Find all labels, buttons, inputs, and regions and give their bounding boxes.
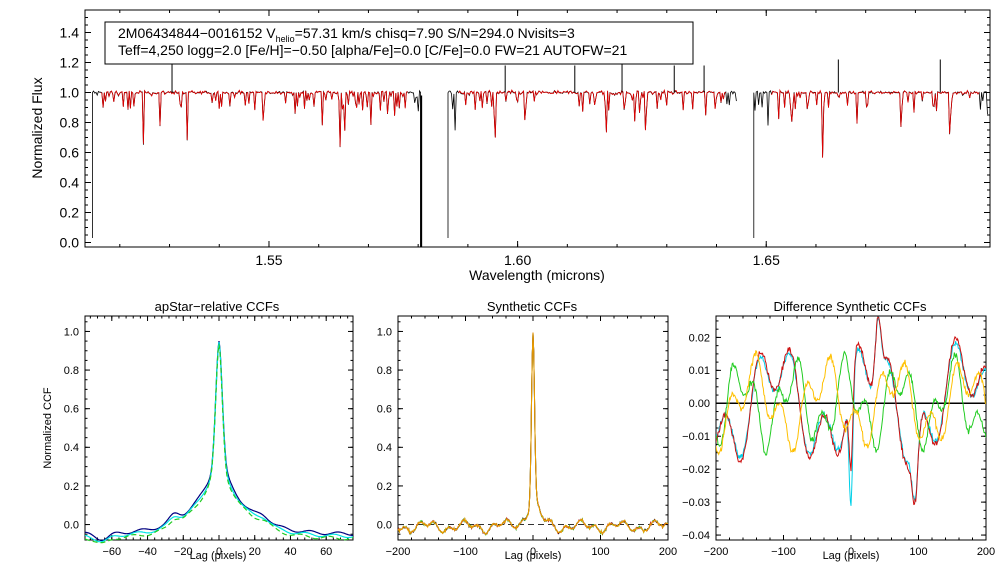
synthetic-ccf-ytick-label: 1.0 [377,326,392,338]
difference-ccf-series [716,316,986,506]
apstar-ccf-xtick-label: 40 [284,546,296,558]
apstar-ccf-title: apStar−relative CCFs [155,299,280,314]
spectrum-series [92,37,988,247]
spectrum-xlabel: Wavelength (microns) [469,267,605,283]
apstar-ccf-xtick-label: 20 [249,546,261,558]
synthetic-ccf-line-visit-3 [397,332,669,536]
synthetic-ccf-xtick-label: 0 [530,546,536,558]
spectrum-info-line2: Teff=4,250 logg=2.0 [Fe/H]=−0.50 [alpha/… [118,42,627,58]
synthetic-ccf-ytick-label: 0.4 [377,442,392,454]
difference-ccf-line-diff-cyan [716,316,986,506]
spectrum-observed-line [447,89,737,238]
spectrum-ytick-label: 0.2 [60,204,80,220]
spectrum-ytick-label: 0.0 [60,234,80,250]
apstar-ccf-line-visit-3 [84,344,354,544]
difference-ccf-ytick-label: 0.00 [689,398,710,410]
spectrum-lines [92,37,988,247]
spectrum-model-line [100,89,408,147]
apstar-ccf-xlabel: Lag (pixels) [190,550,247,562]
spectrum-ytick-label: 1.4 [60,24,80,40]
spectrum-ytick-label: 1.0 [60,84,80,100]
difference-ccf-lines [716,316,986,506]
spectrum-plot-frame [84,9,991,248]
difference-ccf-ytick-label: 0.01 [689,365,710,377]
synthetic-ccf-panel: Synthetic CCFs −200 −100 0 100 200 0.0 0.2 0.4 0… [377,299,677,562]
synthetic-ccf-line-visit-2 [397,333,668,536]
synthetic-ccf-xlabel: Lag (pixels) [505,550,562,562]
spectrum-observed-line [753,90,988,238]
apstar-ccf-ytick-label: 0.4 [64,442,79,454]
apstar-ccf-xtick-label: −20 [174,546,193,558]
spectrum-xtick-label: 1.55 [255,252,282,268]
synthetic-ccf-line-visit-1 [397,332,669,536]
synthetic-ccf-xtick-label: −100 [453,546,478,558]
apstar-ccf-axis-ticks: −60 −40 −20 0 20 40 60 0.0 0.2 0.4 0.6 0.8 1.0 [64,316,353,558]
difference-ccf-axis-ticks: −200 −100 0 100 200 −0.04 −0.03 −0.02 −0.01 0.00 0… [682,316,995,558]
apstar-ccf-ylabel: Normalized CCF [42,387,54,469]
synthetic-ccf-ytick-label: 0.6 [377,404,392,416]
apstar-ccf-xtick-label: 0 [216,546,222,558]
apstar-ccf-xtick-label: 60 [320,546,332,558]
synthetic-ccf-ytick-label: 0.0 [377,519,392,531]
apstar-ccf-ytick-label: 1.0 [64,326,79,338]
apstar-ccf-xtick-label: −40 [138,546,157,558]
difference-ccf-panel: Difference Synthetic CCFs −200 −100 0 100 20… [682,299,995,562]
synthetic-ccf-ytick-label: 0.2 [377,481,392,493]
synthetic-ccf-ytick-label: 0.8 [377,365,392,377]
spectrum-ytick-label: 1.2 [60,54,80,70]
apstar-ccf-series [84,341,354,544]
difference-ccf-ytick-label: 0.02 [689,332,710,344]
apstar-ccf-ytick-label: 0.8 [64,365,79,377]
difference-ccf-ytick-label: −0.03 [682,497,710,509]
spectrum-ytick-label: 0.6 [60,144,80,160]
apstar-ccf-plot-frame [84,315,354,541]
synthetic-ccf-series [397,332,669,536]
synthetic-ccf-plot-frame [397,315,669,541]
difference-ccf-xtick-label: 100 [909,546,927,558]
difference-ccf-xtick-label: −200 [704,546,729,558]
difference-ccf-xlabel: Lag (pixels) [823,550,880,562]
difference-ccf-xtick-label: 0 [848,546,854,558]
synthetic-ccf-axis-ticks: −200 −100 0 100 200 0.0 0.2 0.4 0.6 0.8 1.0 [377,316,677,558]
difference-ccf-ytick-label: −0.04 [682,530,710,542]
spectrum-xtick-label: 1.60 [504,252,531,268]
difference-ccf-line-diff-yellow [716,349,986,456]
spectrum-xtick-label: 1.65 [753,252,780,268]
difference-ccf-ytick-label: −0.01 [682,431,710,443]
spectrum-ylabel: Normalized Flux [29,77,45,178]
apstar-ccf-ytick-label: 0.0 [64,519,79,531]
apstar-ccf-line-visit-1 [85,341,353,542]
spectrum-model-line [458,88,726,138]
difference-ccf-xtick-label: 200 [977,546,995,558]
difference-ccf-line-diff-red [716,316,986,506]
spectrum-model-line [771,88,980,158]
difference-ccf-line-diff-green [716,350,986,456]
spectrum-ytick-label: 0.4 [60,174,80,190]
synthetic-ccf-title: Synthetic CCFs [487,299,578,314]
spectrum-panel: 1.55 1.60 1.65 0.0 0.2 0.4 0.6 0.8 1.0 1.2 1.4 2M0… [29,9,991,283]
difference-ccf-title: Difference Synthetic CCFs [774,299,927,314]
apstar-ccf-line-visit-2 [84,342,354,543]
synthetic-ccf-xtick-label: 200 [659,546,677,558]
synthetic-ccf-line-visit-4 [397,332,669,535]
apstar-ccf-ytick-label: 0.2 [64,481,79,493]
synthetic-ccf-xtick-label: −200 [386,546,411,558]
apstar-ccf-panel: apStar−relative CCFs −60 −40 −20 0 20 40 60 0.0… [42,299,354,562]
spectrum-ytick-label: 0.8 [60,114,80,130]
apstar-ccf-ytick-label: 0.6 [64,404,79,416]
spectrum-info-box [104,21,694,65]
spectrum-info-line1: 2M06434844−0016152 Vhelio=57.31 km/s chi… [118,25,575,44]
spectrum-axis-ticks: 1.55 1.60 1.65 0.0 0.2 0.4 0.6 0.8 1.0 1.2 1.4 [60,10,990,268]
synthetic-ccf-xtick-label: 100 [591,546,609,558]
difference-ccf-ytick-label: −0.02 [682,464,710,476]
apstar-ccf-xtick-label: −60 [102,546,121,558]
difference-ccf-xtick-label: −100 [771,546,796,558]
